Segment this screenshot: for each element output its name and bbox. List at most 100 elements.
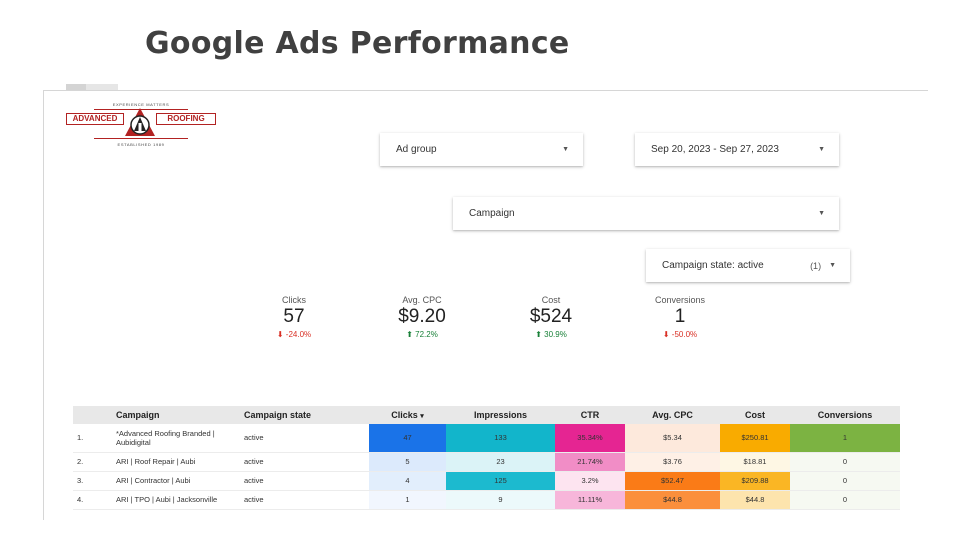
- col-header-conversions[interactable]: Conversions: [790, 406, 900, 424]
- col-header-avg-cpc[interactable]: Avg. CPC: [625, 406, 720, 424]
- kpi-delta-value: -50.0%: [671, 330, 698, 339]
- table-row[interactable]: 4. ARI | TPO | Aubi | Jacksonville activ…: [73, 490, 900, 510]
- cell-state: active: [240, 471, 369, 491]
- slide-title: Google Ads Performance: [145, 26, 570, 61]
- cell-impressions: 133: [446, 424, 555, 453]
- cell-impressions: 9: [446, 490, 555, 510]
- cell-conversions: 0: [790, 471, 900, 491]
- arrow-down-icon: ⬇: [276, 330, 284, 339]
- col-header-clicks-label: Clicks: [391, 410, 418, 420]
- date-range-picker[interactable]: Sep 20, 2023 - Sep 27, 2023 ▼: [635, 133, 839, 166]
- logo-tagline: EXPERIENCE MATTERS: [112, 102, 170, 107]
- logo-word-right: ROOFING: [156, 113, 216, 125]
- col-header-ctr[interactable]: CTR: [555, 406, 625, 424]
- table-row[interactable]: 1. *Advanced Roofing Branded | Aubidigit…: [73, 424, 900, 453]
- cell-ctr: 35.34%: [555, 424, 625, 453]
- cell-clicks: 5: [369, 452, 446, 472]
- cell-impressions: 125: [446, 471, 555, 491]
- kpi-delta: ⬆ 72.2%: [367, 330, 477, 339]
- chevron-down-icon: ▼: [562, 146, 569, 153]
- cell-cost: $209.88: [720, 471, 790, 491]
- kpi-value: $524: [529, 306, 573, 327]
- kpi-avg-cpc: Avg. CPC $9.20 ⬆ 72.2%: [367, 295, 477, 339]
- kpi-delta: ⬇ -24.0%: [239, 330, 349, 339]
- campaign-state-filter[interactable]: Campaign state: active (1) ▼: [646, 249, 850, 282]
- cell-avg-cpc: $52.47: [625, 471, 720, 491]
- kpi-delta-value: 30.9%: [544, 330, 567, 339]
- kpi-conversions: Conversions 1 ⬇ -50.0%: [625, 295, 735, 339]
- cell-cost: $250.81: [720, 424, 790, 453]
- kpi-delta-value: 72.2%: [415, 330, 438, 339]
- logo-rule-top: [94, 109, 188, 110]
- table-row[interactable]: 2. ARI | Roof Repair | Aubi active 5 23 …: [73, 452, 900, 472]
- table-header-row: Campaign Campaign state Clicks ▾ Impress…: [73, 406, 900, 424]
- cell-campaign: ARI | Roof Repair | Aubi: [112, 452, 240, 472]
- ad-group-label: Ad group: [396, 144, 437, 155]
- cell-state: active: [240, 490, 369, 510]
- cell-conversions: 1: [790, 424, 900, 453]
- arrow-up-icon: ⬆: [535, 330, 542, 339]
- campaign-table: Campaign Campaign state Clicks ▾ Impress…: [73, 406, 900, 510]
- cell-state: active: [240, 452, 369, 472]
- col-header-clicks[interactable]: Clicks ▾: [369, 406, 446, 424]
- col-header-impressions[interactable]: Impressions: [446, 406, 555, 424]
- cell-avg-cpc: $3.76: [625, 452, 720, 472]
- cell-avg-cpc: $44.8: [625, 490, 720, 510]
- cell-cost: $44.8: [720, 490, 790, 510]
- kpi-label: Clicks: [282, 295, 306, 305]
- col-header-state[interactable]: Campaign state: [240, 406, 369, 424]
- table-row[interactable]: 3. ARI | Contractor | Aubi active 4 125 …: [73, 471, 900, 491]
- cell-conversions: 0: [790, 490, 900, 510]
- kpi-delta-value: -24.0%: [285, 330, 312, 339]
- logo-rule-bottom: [94, 138, 188, 139]
- date-range-label: Sep 20, 2023 - Sep 27, 2023: [651, 144, 779, 155]
- sort-descending-icon: ▾: [420, 413, 424, 420]
- chevron-down-icon: ▼: [818, 210, 825, 217]
- cell-index: 3.: [73, 471, 112, 491]
- cell-campaign: ARI | TPO | Aubi | Jacksonville: [112, 490, 240, 510]
- kpi-value: 57: [283, 306, 305, 327]
- campaign-dropdown[interactable]: Campaign ▼: [453, 197, 839, 230]
- cell-ctr: 3.2%: [555, 471, 625, 491]
- col-header-index: [73, 406, 112, 424]
- arrow-down-icon: ⬇: [662, 330, 670, 339]
- cell-avg-cpc: $5.34: [625, 424, 720, 453]
- cell-clicks: 1: [369, 490, 446, 510]
- kpi-value: 1: [674, 306, 686, 327]
- cell-ctr: 11.11%: [555, 490, 625, 510]
- cell-campaign: *Advanced Roofing Branded | Aubidigital: [112, 424, 240, 453]
- cell-index: 2.: [73, 452, 112, 472]
- kpi-value: $9.20: [398, 306, 446, 327]
- campaign-state-count: (1): [810, 260, 822, 271]
- chevron-down-icon: ▼: [818, 146, 825, 153]
- kpi-label: Conversions: [654, 295, 706, 305]
- cell-ctr: 21.74%: [555, 452, 625, 472]
- chevron-down-icon: ▼: [829, 262, 836, 269]
- kpi-cost: Cost $524 ⬆ 30.9%: [496, 295, 606, 339]
- cell-index: 1.: [73, 424, 112, 453]
- cell-clicks: 4: [369, 471, 446, 491]
- kpi-clicks: Clicks 57 ⬇ -24.0%: [239, 295, 349, 339]
- logo-word-left: ADVANCED: [66, 113, 124, 125]
- col-header-campaign[interactable]: Campaign: [112, 406, 240, 424]
- cell-state: active: [240, 424, 369, 453]
- company-logo: EXPERIENCE MATTERS ADVANCED ROOFING ESTA…: [66, 101, 216, 149]
- cell-clicks: 47: [369, 424, 446, 453]
- page-tab-indicator: [66, 84, 118, 90]
- ad-group-dropdown[interactable]: Ad group ▼: [380, 133, 583, 166]
- campaign-label: Campaign: [469, 208, 515, 219]
- cell-cost: $18.81: [720, 452, 790, 472]
- col-header-cost[interactable]: Cost: [720, 406, 790, 424]
- cell-index: 4.: [73, 490, 112, 510]
- report-canvas: EXPERIENCE MATTERS ADVANCED ROOFING ESTA…: [43, 90, 928, 520]
- kpi-label: Avg. CPC: [402, 295, 442, 305]
- kpi-delta: ⬇ -50.0%: [625, 330, 735, 339]
- campaign-state-label: Campaign state: active: [662, 260, 764, 271]
- cell-impressions: 23: [446, 452, 555, 472]
- arrow-up-icon: ⬆: [406, 330, 413, 339]
- cell-conversions: 0: [790, 452, 900, 472]
- logo-established: ESTABLISHED 1989: [117, 142, 165, 147]
- kpi-delta: ⬆ 30.9%: [496, 330, 606, 339]
- kpi-label: Cost: [541, 295, 561, 305]
- roof-mark-icon: [125, 108, 155, 136]
